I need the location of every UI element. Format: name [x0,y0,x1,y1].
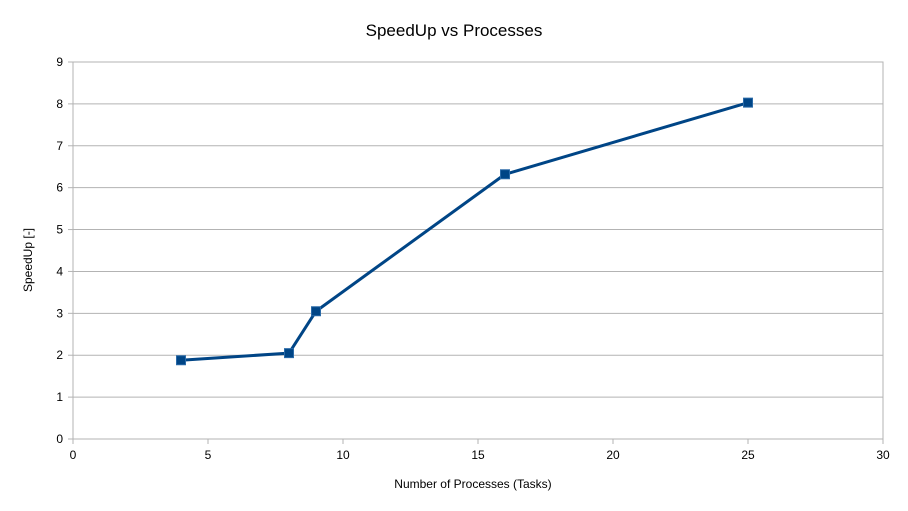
y-axis-title: SpeedUp [-] [21,228,35,292]
data-point-marker [176,355,186,366]
y-tick-label: 0 [56,432,63,446]
y-tick-label: 1 [56,390,63,404]
chart-title: SpeedUp vs Processes [366,21,543,40]
y-tick-label: 2 [56,348,63,362]
data-point-marker [500,169,510,180]
data-point-marker [743,97,753,108]
series-group [176,97,753,366]
y-tick-label: 7 [56,139,63,153]
x-tick-label: 5 [205,448,212,462]
y-tick-label: 8 [56,97,63,111]
x-axis-title: Number of Processes (Tasks) [394,477,551,491]
y-tick-label: 5 [56,223,63,237]
x-tick-label: 0 [70,448,77,462]
y-tick-label: 4 [56,264,63,278]
x-tick-label: 15 [471,448,485,462]
y-tick-label: 3 [56,306,63,320]
y-tick-label: 6 [56,181,63,195]
x-tick-label: 25 [741,448,755,462]
data-point-marker [284,348,294,359]
x-axis-ticks: 0 5 10 15 20 25 30 [70,439,890,462]
data-point-marker [311,306,321,317]
y-tick-label: 9 [56,55,63,69]
x-tick-label: 10 [336,448,350,462]
x-tick-label: 20 [606,448,620,462]
x-tick-label: 30 [876,448,890,462]
y-axis-ticks: 0 1 2 3 4 5 6 7 8 9 [56,55,73,446]
